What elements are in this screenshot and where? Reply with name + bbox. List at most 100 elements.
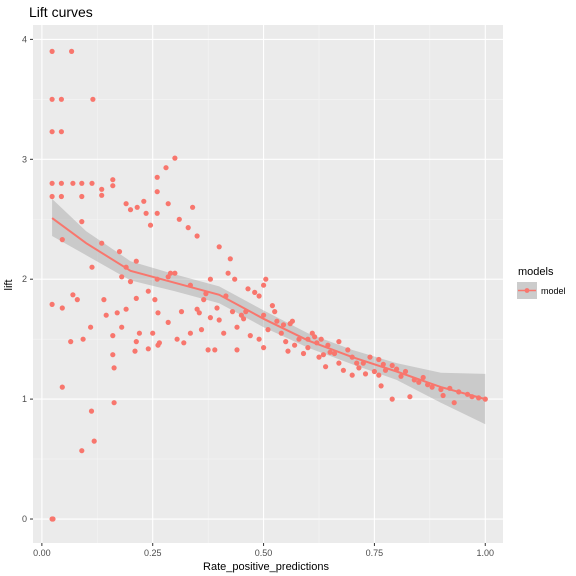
y-axis: 0 1 2 3 4 xyxy=(22,34,33,524)
y-tick-label: 1 xyxy=(22,394,27,404)
data-point xyxy=(407,394,413,400)
data-point xyxy=(261,282,267,288)
x-tick-label: 0.00 xyxy=(33,548,51,558)
x-axis: 0.00 0.25 0.50 0.75 1.00 xyxy=(33,543,494,558)
data-point xyxy=(345,347,351,353)
data-point xyxy=(141,198,147,204)
data-point xyxy=(416,379,422,385)
data-point xyxy=(245,286,251,292)
data-point xyxy=(371,368,377,375)
data-point xyxy=(88,408,95,414)
data-point xyxy=(79,193,85,200)
data-point xyxy=(58,180,64,186)
data-point xyxy=(336,339,342,345)
data-point xyxy=(59,237,65,243)
data-point xyxy=(172,155,178,161)
data-point xyxy=(176,216,182,222)
data-point xyxy=(145,288,151,294)
x-tick-label: 1.00 xyxy=(476,548,494,558)
data-point xyxy=(234,324,240,330)
data-point xyxy=(261,312,267,318)
data-point xyxy=(89,264,95,270)
data-point xyxy=(49,180,55,186)
data-point xyxy=(49,48,55,55)
major-gridlines xyxy=(33,25,503,543)
x-tick-label: 0.25 xyxy=(144,548,162,558)
data-point xyxy=(280,322,287,328)
confidence-band xyxy=(52,198,486,425)
data-point xyxy=(225,270,231,276)
data-point xyxy=(261,345,267,351)
legend-key-point xyxy=(524,288,530,293)
data-point xyxy=(378,383,384,389)
data-point xyxy=(155,310,161,316)
data-point xyxy=(90,96,96,102)
data-point xyxy=(89,180,95,186)
data-point xyxy=(451,400,457,406)
data-point xyxy=(376,372,382,378)
data-point xyxy=(278,330,284,336)
data-point xyxy=(68,339,74,345)
data-point xyxy=(143,210,149,216)
data-point xyxy=(114,310,120,316)
data-point xyxy=(265,327,271,333)
data-point xyxy=(59,305,65,311)
data-point xyxy=(247,333,253,339)
data-point xyxy=(154,210,160,216)
data-point xyxy=(133,258,139,264)
smooth-line-layer xyxy=(51,217,486,401)
data-point xyxy=(58,193,64,200)
data-point xyxy=(234,347,240,353)
data-point xyxy=(320,352,326,358)
y-tick-label: 4 xyxy=(22,34,27,44)
data-point xyxy=(111,400,117,406)
data-point xyxy=(201,297,207,303)
data-point xyxy=(194,233,200,239)
scatter-points-layer xyxy=(49,48,488,522)
data-point xyxy=(190,204,196,210)
data-point xyxy=(389,396,395,402)
data-point xyxy=(389,362,395,369)
x-tick-label: 0.50 xyxy=(255,548,273,558)
data-point xyxy=(362,371,369,377)
x-axis-title: Rate_positive_predictions xyxy=(203,561,329,573)
data-point xyxy=(70,292,76,298)
data-point xyxy=(318,336,324,342)
data-point xyxy=(80,336,86,342)
data-point xyxy=(227,256,233,262)
data-point xyxy=(305,345,311,351)
data-point xyxy=(340,367,346,373)
data-point xyxy=(145,346,151,352)
data-point xyxy=(292,342,298,348)
data-point xyxy=(79,219,85,225)
data-point xyxy=(88,324,94,330)
data-point xyxy=(212,347,218,353)
data-point xyxy=(91,438,97,444)
legend-title: models xyxy=(518,266,554,278)
data-point xyxy=(283,339,289,345)
y-tick-label: 3 xyxy=(22,154,27,164)
data-point xyxy=(336,360,342,366)
data-point xyxy=(185,225,191,231)
data-point xyxy=(187,330,193,336)
data-point xyxy=(263,276,269,282)
data-point xyxy=(49,301,55,307)
data-point xyxy=(134,204,140,210)
data-point xyxy=(154,174,160,180)
data-point xyxy=(58,129,64,135)
y-tick-label: 2 xyxy=(22,274,27,284)
data-point xyxy=(110,183,116,189)
data-point xyxy=(216,317,222,323)
data-point xyxy=(70,180,76,186)
data-point xyxy=(429,384,435,390)
data-point xyxy=(152,297,158,303)
data-point xyxy=(119,324,125,330)
data-point xyxy=(312,334,318,340)
data-point xyxy=(99,192,105,198)
data-point xyxy=(172,270,178,276)
data-point xyxy=(132,348,138,354)
data-point xyxy=(178,309,185,315)
data-point xyxy=(103,312,109,318)
data-point xyxy=(50,516,56,522)
data-point xyxy=(356,365,362,371)
